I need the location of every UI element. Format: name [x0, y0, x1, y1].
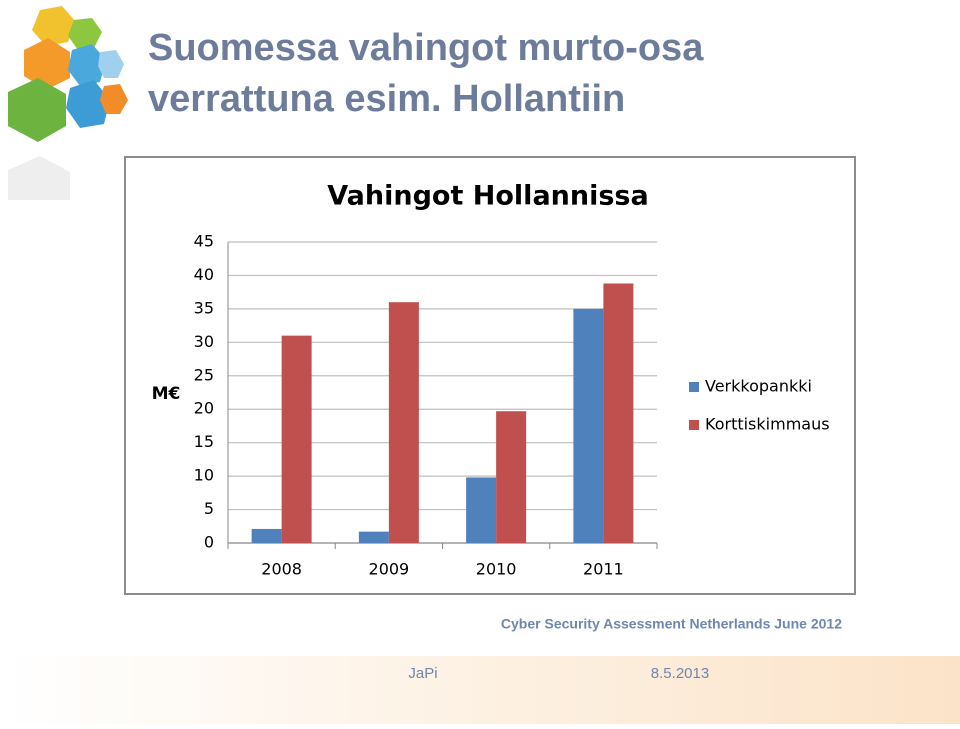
y-tick-label: 30 [194, 332, 214, 351]
y-tick-label: 20 [194, 399, 214, 418]
chart-title: Vahingot Hollannissa [327, 181, 648, 212]
y-tick-label: 0 [204, 533, 214, 552]
source-caption: Cyber Security Assessment Netherlands Ju… [501, 616, 842, 632]
x-tick-label: 2008 [261, 560, 302, 579]
footer-date: 8.5.2013 [651, 665, 709, 682]
chart: Vahingot Hollannissa M€ 0 5 10 15 20 25 30 35 40… [152, 181, 830, 579]
y-tick-label: 25 [194, 365, 214, 384]
bar [281, 335, 312, 543]
bar [388, 302, 419, 543]
footer-author: JaPi [408, 665, 437, 682]
slide-title: Suomessa vahingot murto-osa [148, 27, 704, 69]
legend-label: Verkkopankki [705, 377, 812, 396]
y-tick-label: 5 [204, 499, 214, 518]
bar [358, 531, 389, 543]
bar [251, 528, 282, 543]
legend-swatch [689, 382, 699, 392]
y-tick-label: 40 [194, 265, 214, 284]
x-tick-label: 2009 [369, 560, 410, 579]
y-tick-label: 45 [194, 232, 214, 251]
y-axis-label: M€ [152, 384, 181, 404]
bar [496, 411, 527, 543]
logo [8, 6, 128, 200]
y-tick-label: 35 [194, 298, 214, 317]
slide-title: verrattuna esim. Hollantiin [148, 78, 625, 120]
bar [573, 308, 604, 543]
bar [603, 283, 634, 543]
y-tick-label: 10 [194, 466, 214, 485]
legend-swatch [689, 420, 699, 430]
x-tick-label: 2011 [583, 560, 624, 579]
x-tick-label: 2010 [476, 560, 517, 579]
bar [466, 477, 497, 543]
legend-label: Korttiskimmaus [705, 415, 830, 434]
y-tick-label: 15 [194, 432, 214, 451]
footer-band [0, 656, 960, 724]
